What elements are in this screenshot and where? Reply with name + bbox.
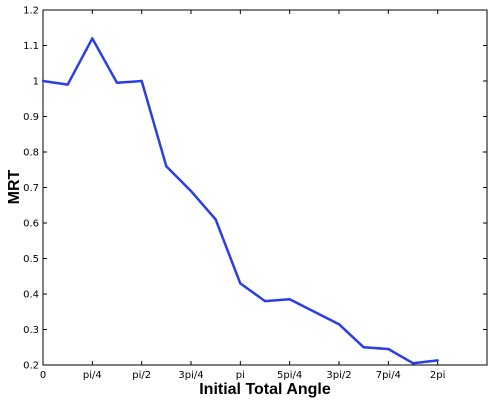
- x-tick-label: pi: [236, 370, 245, 381]
- axis-ticks: [42, 9, 487, 366]
- x-tick-label: pi/2: [132, 370, 151, 381]
- data-point: [66, 83, 69, 86]
- x-tick-label: 7pi/4: [376, 370, 401, 381]
- x-tick-label: 5pi/4: [277, 370, 302, 381]
- y-tick-label: 1: [33, 77, 39, 88]
- data-point: [115, 81, 119, 85]
- plot-area: [42, 9, 488, 366]
- x-tick-label: 3pi/2: [326, 370, 351, 381]
- data-point: [436, 359, 439, 362]
- x-tick-label: 3pi/4: [178, 370, 203, 381]
- data-point: [337, 323, 341, 326]
- data-point: [387, 347, 390, 351]
- y-tick-label: 0.2: [23, 361, 39, 372]
- data-point: [263, 299, 267, 303]
- data-point: [411, 362, 415, 365]
- data-point: [214, 218, 217, 221]
- data-point: [91, 37, 94, 40]
- data-point: [288, 298, 291, 301]
- x-tick-label: 0: [40, 370, 46, 381]
- data-point: [362, 346, 365, 349]
- axis-tick-labels: 0 pi/4 pi/2 3pi/4 pi 5pi/4 3pi/2 7pi/4 2pi 0.2 0.3…: [23, 6, 445, 382]
- y-axis-title: MRT: [6, 169, 23, 204]
- y-tick-label: 0.5: [23, 254, 39, 265]
- y-tick-label: 1.2: [23, 6, 39, 17]
- data-point: [165, 165, 168, 168]
- y-tick-label: 1.1: [23, 41, 39, 52]
- data-point: [313, 310, 316, 313]
- x-tick-label: pi/4: [83, 370, 102, 381]
- y-tick-label: 0.3: [23, 325, 39, 336]
- y-tick-label: 0.4: [23, 290, 39, 301]
- x-tick-label: 2pi: [430, 370, 446, 381]
- data-point: [41, 79, 45, 83]
- data-point: [239, 282, 242, 285]
- data-point: [140, 79, 143, 83]
- series-group: [41, 37, 439, 365]
- y-tick-label: 0.7: [23, 183, 39, 194]
- x-axis-title: Initial Total Angle: [199, 381, 331, 398]
- data-point: [189, 189, 193, 193]
- y-tick-label: 0.6: [23, 219, 39, 230]
- y-tick-label: 0.9: [23, 112, 39, 123]
- y-tick-label: 0.8: [23, 148, 39, 159]
